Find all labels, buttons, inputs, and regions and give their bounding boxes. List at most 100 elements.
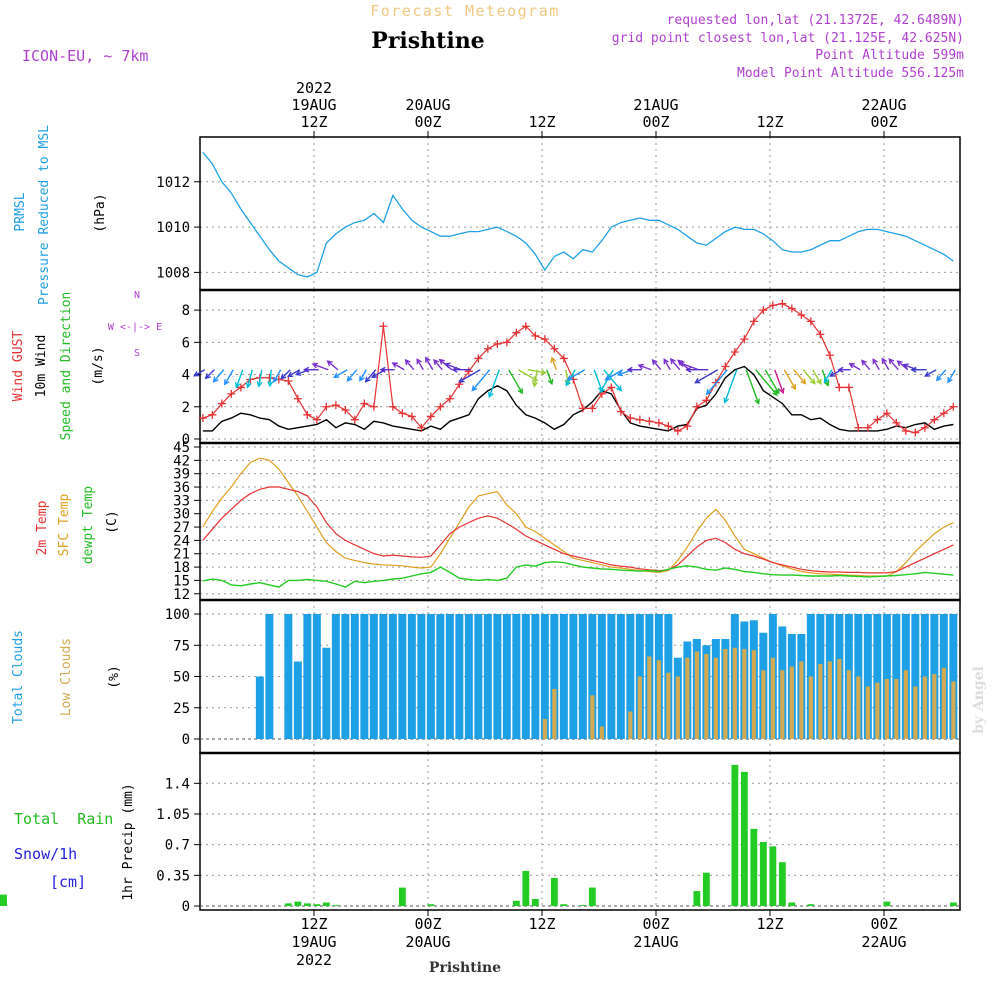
wind-direction-arrow: [723, 369, 738, 404]
total-cloud-bar: [540, 614, 549, 739]
wind-direction-arrow: [193, 369, 206, 377]
temp-units: (C): [105, 510, 120, 533]
wind-gust-marker: [730, 348, 739, 356]
wind-gust-marker: [217, 399, 226, 408]
low-cloud-bar: [884, 679, 889, 739]
y-tick-label: 6: [182, 335, 190, 351]
low-cloud-bar: [542, 719, 547, 739]
low-cloud-bar: [922, 676, 927, 739]
wind-gust-marker: [436, 402, 445, 411]
wind-gust-marker: [664, 422, 673, 431]
y-tick-label: 1.05: [156, 807, 190, 823]
wind-gust-marker: [797, 310, 806, 319]
low-cloud-bar: [875, 682, 880, 739]
wind-gust-marker: [303, 410, 312, 419]
snow-legend: Snow/1h: [14, 845, 77, 863]
total-cloud-bar: [426, 614, 435, 739]
wind-direction-arrow: [224, 369, 234, 386]
wind-gust-marker: [654, 418, 663, 427]
wind-direction-arrow: [685, 366, 709, 373]
rain-bar: [740, 771, 748, 906]
rain-bar: [0, 897, 7, 906]
y-tick-label: 1.4: [165, 776, 190, 792]
y-tick-label: 1012: [156, 175, 190, 191]
total-cloud-bar: [445, 614, 454, 739]
wind-direction-arrow: [888, 358, 899, 371]
total-cloud-bar: [417, 614, 426, 739]
wind-direction-arrow: [604, 369, 624, 381]
low-cloud-bar: [704, 654, 709, 739]
rain-bar: [560, 904, 568, 906]
total-cloud-bar: [379, 614, 388, 739]
wind-gust-marker: [787, 304, 796, 313]
lcc-legend: Low Clouds: [59, 638, 74, 716]
low-cloud-bar: [865, 686, 870, 739]
low-cloud-bar: [941, 667, 946, 739]
total-cloud-bar: [284, 614, 293, 739]
wind-direction-arrow: [924, 369, 937, 377]
wind-gust-marker: [616, 407, 625, 416]
wind-direction-arrow: [451, 366, 471, 373]
wind-direction-arrow: [550, 356, 557, 370]
low-cloud-bar: [685, 657, 690, 739]
time-label-bottom: 00Z: [414, 915, 441, 933]
wind-gust-marker: [464, 367, 473, 376]
time-label-top: 12Z: [756, 113, 783, 131]
requested-coords: requested lon,lat (21.1372E, 42.6489N): [667, 13, 964, 28]
wind-direction-arrow: [705, 369, 728, 396]
total-cloud-bar: [303, 614, 312, 739]
wind-gust-marker: [645, 417, 654, 426]
wind-direction-arrow: [212, 369, 225, 383]
y-tick-label: 0.7: [165, 838, 190, 854]
time-label-bottom: 2022: [296, 951, 332, 969]
low-cloud-bar: [799, 661, 804, 739]
cloud-units: (%): [107, 665, 122, 688]
snow-units: [cm]: [50, 873, 86, 891]
rain-bar: [313, 904, 321, 906]
low-cloud-bar: [694, 651, 699, 739]
total-cloud-bar: [265, 614, 274, 739]
wind-direction-arrow: [471, 369, 491, 392]
wind-direction-arrow: [280, 369, 291, 380]
wind-direction-arrow: [287, 369, 301, 378]
rain-bar: [303, 903, 311, 906]
pressure-legend-name: PRMSL: [13, 192, 28, 231]
total-cloud-bar: [388, 614, 397, 739]
time-label-top: 19AUG: [291, 96, 336, 114]
low-cloud-bar: [599, 726, 604, 739]
wind-gust-marker: [417, 423, 426, 432]
wind-gust-legend: Wind GUST: [11, 331, 26, 402]
time-label-bottom: 12Z: [300, 915, 327, 933]
total-cloud-bar: [398, 614, 407, 739]
time-label-bottom: 00Z: [870, 915, 897, 933]
time-label-bottom: 19AUG: [291, 933, 336, 951]
rain-bar: [522, 870, 530, 906]
wind-direction-arrow: [872, 358, 880, 371]
total-cloud-bar: [873, 614, 882, 739]
total-cloud-bar: [474, 614, 483, 739]
precip-legend: Total Rain Snow/1h [cm] 1hr Precip (mm): [14, 783, 136, 900]
y-tick-label: 50: [173, 670, 190, 686]
rain-bar: [531, 898, 539, 906]
temp-2m-line: [202, 486, 954, 574]
wind-direction-arrow: [532, 369, 539, 388]
wind-direction-arrow: [837, 366, 851, 373]
wind-direction-arrow: [626, 366, 642, 373]
wind-direction-arrow: [546, 369, 554, 386]
y-tick-label: 12: [173, 587, 190, 603]
time-label-top: 2022: [296, 79, 332, 97]
wind-gust-marker: [341, 406, 350, 414]
wind-gust-marker: [749, 317, 758, 326]
wind-direction-arrow: [391, 362, 405, 371]
total-cloud-bar: [559, 614, 568, 739]
tcc-legend: Total Clouds: [11, 630, 26, 724]
time-label-top: 00Z: [642, 113, 669, 131]
wind-gust-marker: [901, 426, 910, 435]
wind-units: (m/s): [91, 346, 106, 385]
y-tick-label: 36: [173, 480, 190, 496]
wind-gust-marker: [882, 409, 891, 418]
wind-direction-arrow: [812, 369, 822, 386]
total-cloud-bar: [550, 614, 559, 739]
y-tick-label: 33: [173, 493, 190, 509]
wind-gust-marker: [331, 401, 340, 410]
